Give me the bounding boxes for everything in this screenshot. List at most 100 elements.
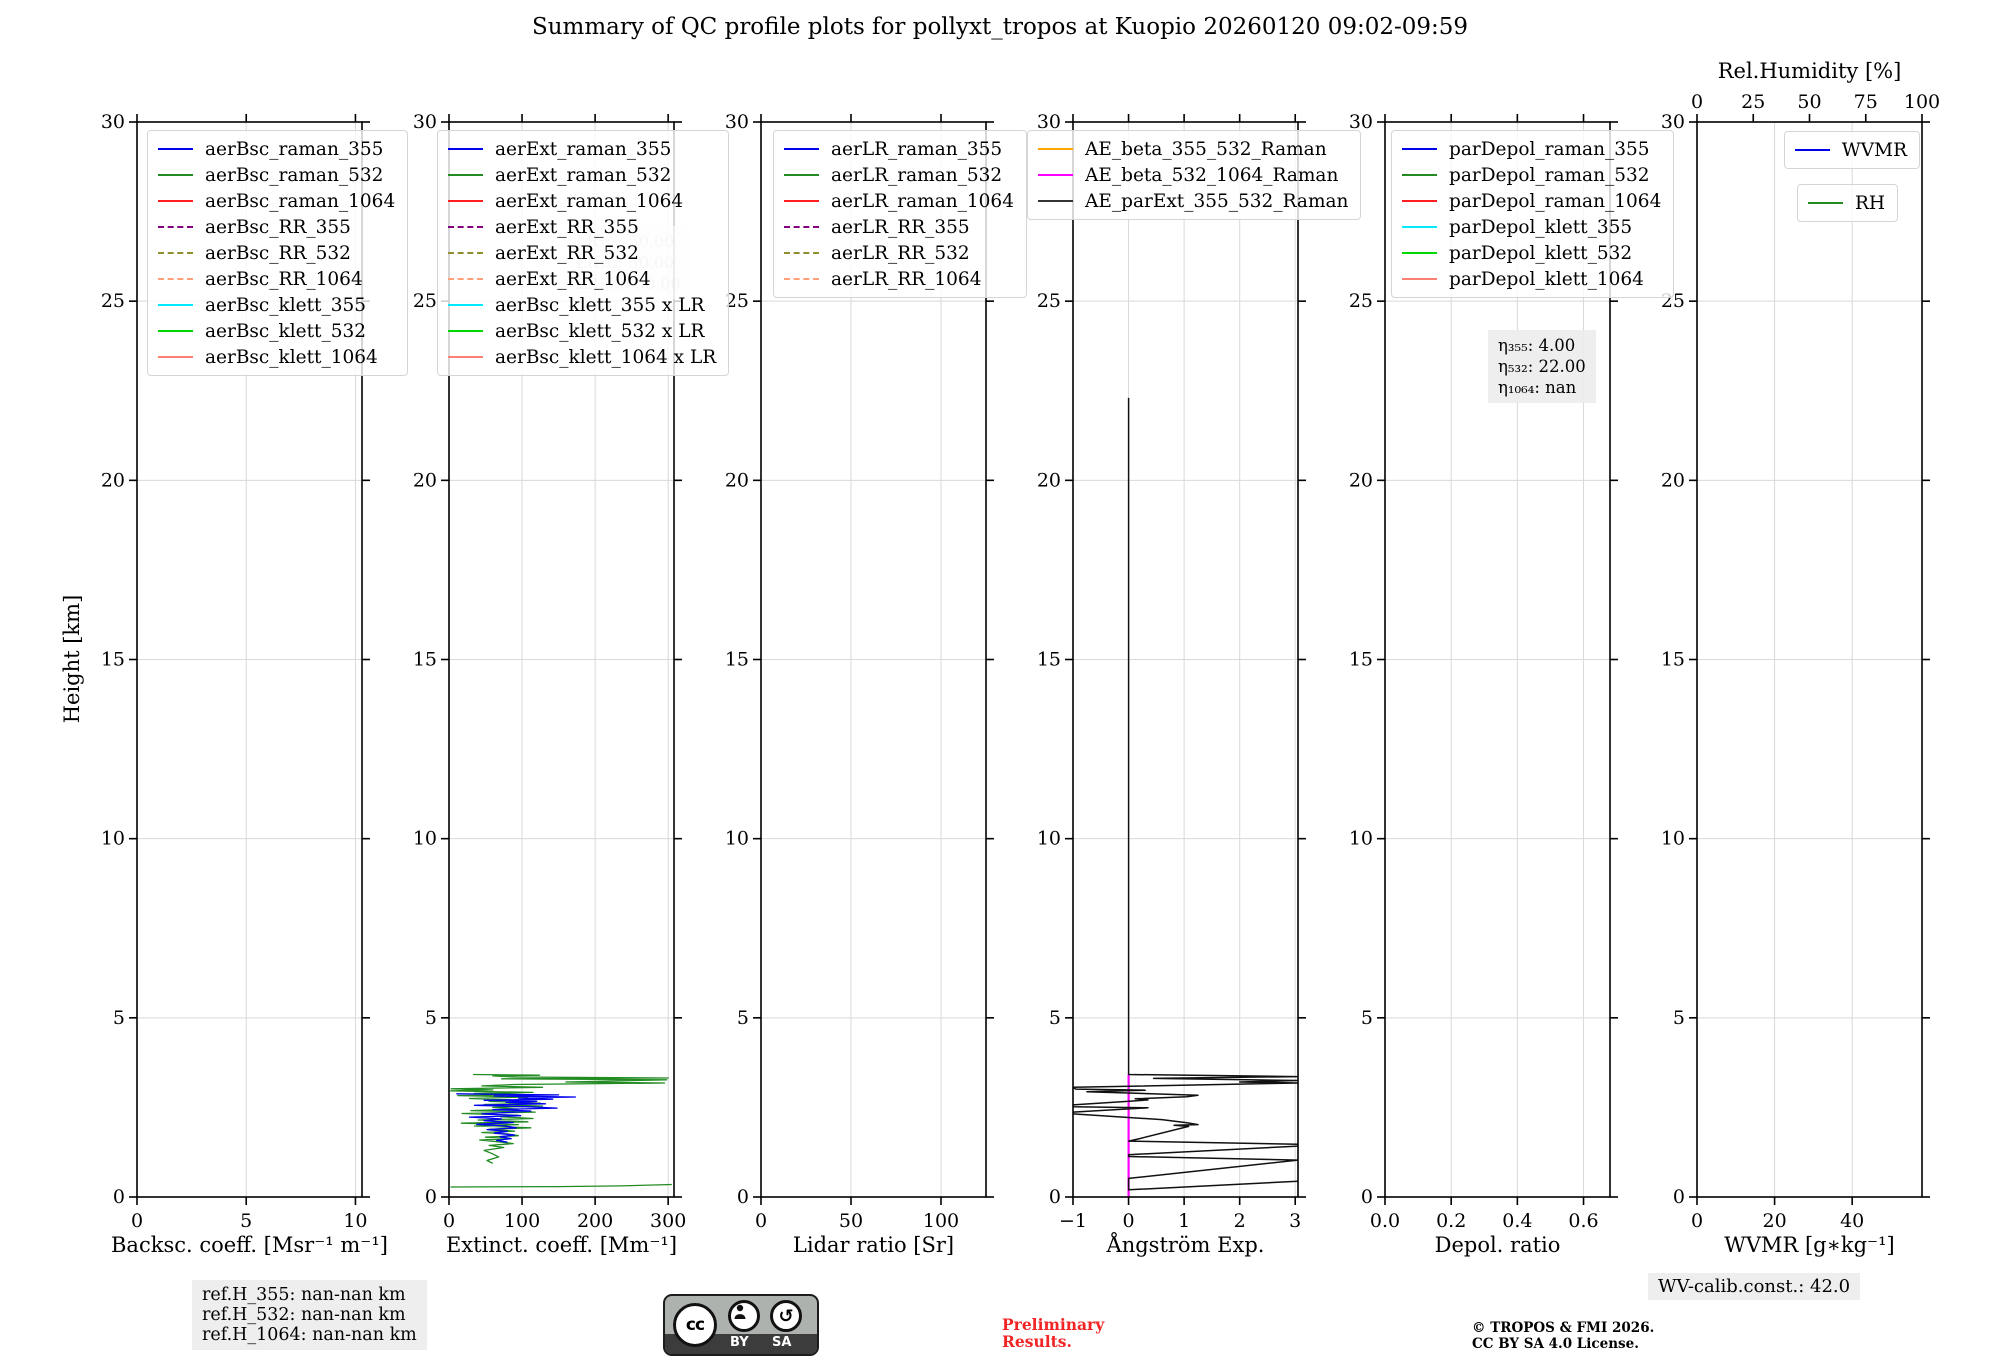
legend-label: aerBsc_klett_532 x LR bbox=[495, 320, 705, 342]
legend-line-swatch bbox=[1402, 200, 1437, 202]
legend-entry: aerExt_RR_1064 bbox=[448, 266, 716, 292]
y-tick-label: 20 bbox=[725, 469, 749, 491]
legend-entry: aerBsc_RR_1064 bbox=[158, 266, 395, 292]
copyright-line: © TROPOS & FMI 2026. bbox=[1472, 1320, 1655, 1336]
legend-entry: aerExt_raman_355 bbox=[448, 136, 716, 162]
top-tick-label: 25 bbox=[1741, 91, 1765, 113]
legend-label: aerBsc_klett_1064 x LR bbox=[495, 346, 717, 368]
y-tick-label: 25 bbox=[101, 290, 125, 312]
legend-label: aerBsc_klett_532 bbox=[205, 320, 367, 342]
legend-entry: AE_parExt_355_532_Raman bbox=[1038, 188, 1348, 214]
legend-line-swatch bbox=[158, 148, 193, 150]
x-tick-label: 0 bbox=[1691, 1210, 1703, 1232]
y-tick-label: 0 bbox=[1049, 1186, 1061, 1208]
cc-logo-icon: cc bbox=[673, 1303, 717, 1347]
y-tick-label: 10 bbox=[1037, 828, 1061, 850]
legend-label: parDepol_raman_355 bbox=[1449, 138, 1650, 160]
x-tick-label: 0.0 bbox=[1370, 1210, 1400, 1232]
legend-line-swatch bbox=[158, 330, 193, 332]
legend-label: aerLR_raman_355 bbox=[831, 138, 1003, 160]
y-tick-label: 0 bbox=[1361, 1186, 1373, 1208]
legend-line-swatch bbox=[1402, 252, 1437, 254]
y-tick-label: 5 bbox=[425, 1007, 437, 1029]
y-tick-label: 0 bbox=[1673, 1186, 1685, 1208]
legend-label: aerExt_raman_1064 bbox=[495, 190, 684, 212]
legend-line-swatch bbox=[1038, 200, 1073, 202]
top-tick-label: 0 bbox=[1691, 91, 1703, 113]
y-tick-label: 30 bbox=[413, 111, 437, 133]
legend-label: aerExt_RR_355 bbox=[495, 216, 639, 238]
top-axis-label: Rel.Humidity [%] bbox=[1718, 59, 1902, 83]
legend-label: AE_beta_355_532_Raman bbox=[1085, 138, 1327, 160]
legend-line-swatch bbox=[448, 304, 483, 306]
x-tick-label: 300 bbox=[650, 1210, 686, 1232]
legend-label: aerLR_RR_355 bbox=[831, 216, 970, 238]
legend-line-swatch bbox=[784, 200, 819, 202]
y-tick-label: 25 bbox=[413, 290, 437, 312]
legend-backscatter: aerBsc_raman_355 aerBsc_raman_532 aerBsc_r… bbox=[147, 130, 409, 376]
series-aerExt_raman_532_near_ground bbox=[450, 1183, 672, 1188]
x-tick-label: 0 bbox=[1123, 1210, 1135, 1232]
legend-entry: aerBsc_klett_532 bbox=[158, 318, 395, 344]
y-tick-label: 20 bbox=[413, 469, 437, 491]
y-tick-label: 5 bbox=[1361, 1007, 1373, 1029]
height-axis-label: Height [km] bbox=[60, 594, 84, 724]
legend-entry: aerExt_raman_532 bbox=[448, 162, 716, 188]
x-tick-label: 200 bbox=[577, 1210, 613, 1232]
copyright-line: CC BY SA 4.0 License. bbox=[1472, 1336, 1639, 1352]
legend-label: parDepol_klett_1064 bbox=[1449, 268, 1644, 290]
x-tick-label: 20 bbox=[1762, 1210, 1786, 1232]
y-tick-label: 30 bbox=[1037, 111, 1061, 133]
cc-license-badge: BY SA cc ↺ bbox=[663, 1294, 819, 1356]
legend-line-swatch bbox=[1038, 148, 1073, 150]
legend-entry: aerBsc_klett_1064 bbox=[158, 344, 395, 370]
y-tick-label: 20 bbox=[101, 469, 125, 491]
legend-line-swatch bbox=[158, 174, 193, 176]
legend-label: parDepol_klett_532 bbox=[1449, 242, 1633, 264]
y-tick-label: 25 bbox=[1037, 290, 1061, 312]
y-tick-label: 30 bbox=[101, 111, 125, 133]
cc-sharealike-arrow-icon: ↺ bbox=[770, 1300, 802, 1332]
eta-line: η₃₅₅: 4.00 bbox=[1498, 336, 1576, 355]
legend-label: aerBsc_raman_355 bbox=[205, 138, 384, 160]
y-tick-label: 15 bbox=[1349, 649, 1373, 671]
legend-line-swatch bbox=[784, 174, 819, 176]
x-tick-label: 0 bbox=[443, 1210, 455, 1232]
legend-entry: parDepol_klett_355 bbox=[1402, 214, 1661, 240]
legend-entry: aerBsc_raman_1064 bbox=[158, 188, 395, 214]
legend-label: aerLR_raman_1064 bbox=[831, 190, 1014, 212]
legend-entry: aerLR_raman_532 bbox=[784, 162, 1014, 188]
legend-line-swatch bbox=[1402, 226, 1437, 228]
legend-entry: parDepol_raman_1064 bbox=[1402, 188, 1661, 214]
x-tick-label: 10 bbox=[343, 1210, 367, 1232]
legend-line-swatch bbox=[158, 278, 193, 280]
legend-entry: AE_beta_532_1064_Raman bbox=[1038, 162, 1348, 188]
legend-entry: aerLR_RR_1064 bbox=[784, 266, 1014, 292]
legend-entry: aerBsc_RR_355 bbox=[158, 214, 395, 240]
legend-entry: aerBsc_raman_355 bbox=[158, 136, 395, 162]
x-axis-label-depol-ratio: Depol. ratio bbox=[1435, 1233, 1561, 1257]
legend-entry: aerLR_RR_532 bbox=[784, 240, 1014, 266]
x-tick-label: 1 bbox=[1178, 1210, 1190, 1232]
y-tick-label: 10 bbox=[101, 828, 125, 850]
x-axis-label-angstroem: Ångström Exp. bbox=[1106, 1232, 1265, 1257]
y-tick-label: 0 bbox=[737, 1186, 749, 1208]
x-tick-label: 40 bbox=[1840, 1210, 1864, 1232]
y-tick-label: 20 bbox=[1661, 469, 1685, 491]
cc-sa-label: SA bbox=[772, 1335, 792, 1350]
x-axis-label-wvmr: WVMR [g∗kg⁻¹] bbox=[1724, 1233, 1895, 1257]
x-tick-label: 0.6 bbox=[1568, 1210, 1598, 1232]
legend-label: aerExt_raman_355 bbox=[495, 138, 672, 160]
legend-entry: aerBsc_raman_532 bbox=[158, 162, 395, 188]
legend-line-swatch bbox=[1807, 202, 1843, 204]
legend-line-swatch bbox=[158, 252, 193, 254]
legend-entry: aerExt_RR_355 bbox=[448, 214, 716, 240]
x-axis-label-backscatter: Backsc. coeff. [Msr⁻¹ m⁻¹] bbox=[111, 1233, 388, 1257]
eta-line: η₅₃₂: 22.00 bbox=[1498, 357, 1586, 376]
legend-label: parDepol_raman_1064 bbox=[1449, 190, 1662, 212]
y-tick-label: 10 bbox=[1661, 828, 1685, 850]
legend-entry: aerBsc_RR_532 bbox=[158, 240, 395, 266]
x-axis-label-extinction: Extinct. coeff. [Mm⁻¹] bbox=[446, 1233, 677, 1257]
legend-line-swatch bbox=[448, 252, 483, 254]
